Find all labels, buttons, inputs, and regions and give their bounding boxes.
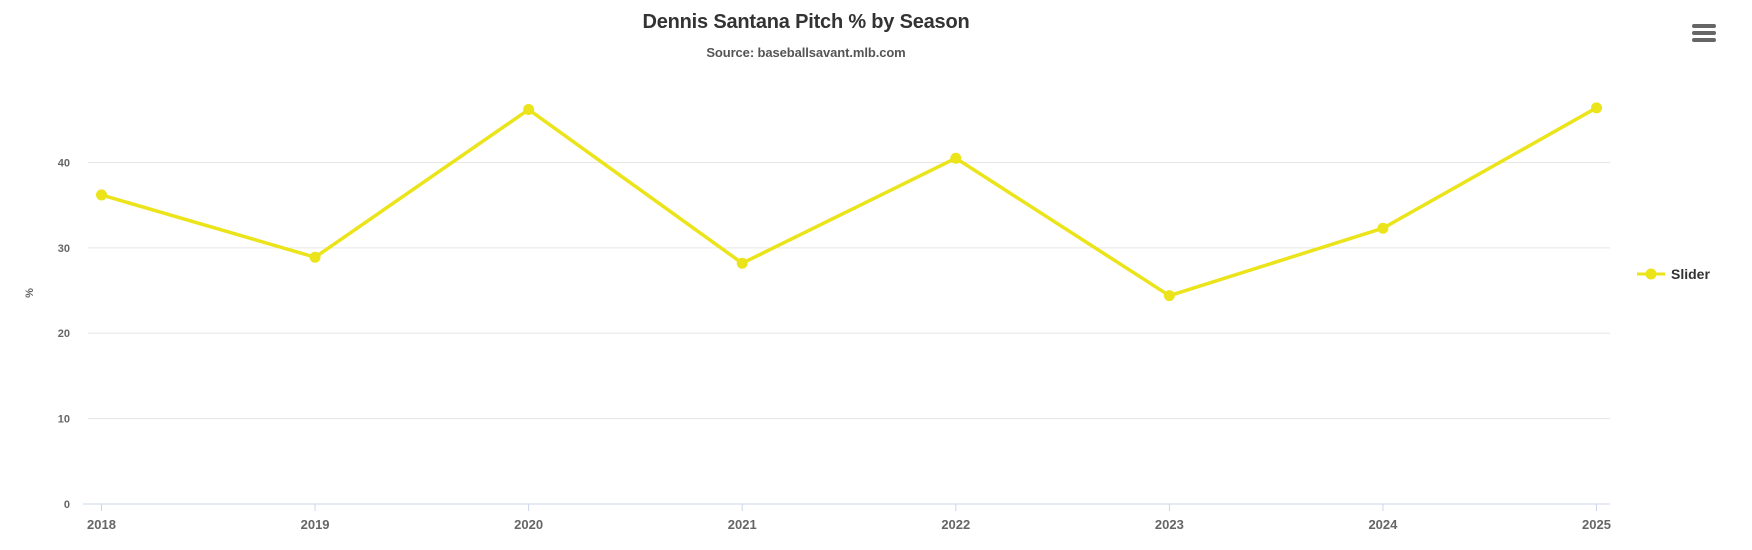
data-point-2024[interactable]	[1377, 222, 1389, 234]
x-axis-label: 2023	[1155, 517, 1184, 532]
legend-item-slider[interactable]: Slider	[1636, 266, 1710, 282]
x-axis-label: 2025	[1582, 517, 1611, 532]
x-axis-label: 2019	[301, 517, 330, 532]
data-point-2025[interactable]	[1591, 102, 1602, 114]
legend-label: Slider	[1671, 266, 1710, 282]
data-point-2018[interactable]	[96, 189, 107, 201]
x-axis-label: 2022	[941, 517, 970, 532]
y-axis-label: 20	[58, 328, 70, 340]
series-line-slider	[99, 106, 1599, 298]
x-axis-label: 2020	[514, 517, 543, 532]
data-point-2020[interactable]	[523, 104, 535, 116]
chart-subtitle: Source: baseballsavant.mlb.com	[706, 45, 906, 60]
y-axis-label: 10	[58, 414, 70, 426]
hamburger-menu-button[interactable]	[1688, 18, 1720, 48]
x-axis-label: 2021	[728, 517, 757, 532]
data-point-2022[interactable]	[950, 152, 962, 164]
chart-title: Dennis Santana Pitch % by Season	[642, 11, 970, 33]
data-point-2023[interactable]	[1163, 290, 1175, 302]
x-axis-label: 2018	[87, 517, 116, 532]
y-axis-label: 40	[58, 157, 70, 169]
legend-marker-slider	[1637, 268, 1665, 280]
y-axis-label: 0	[64, 499, 70, 511]
y-axis-label: 30	[58, 243, 70, 255]
data-point-2021[interactable]	[736, 257, 748, 269]
data-point-2019[interactable]	[309, 251, 321, 263]
x-axis-label: 2024	[1368, 517, 1398, 532]
